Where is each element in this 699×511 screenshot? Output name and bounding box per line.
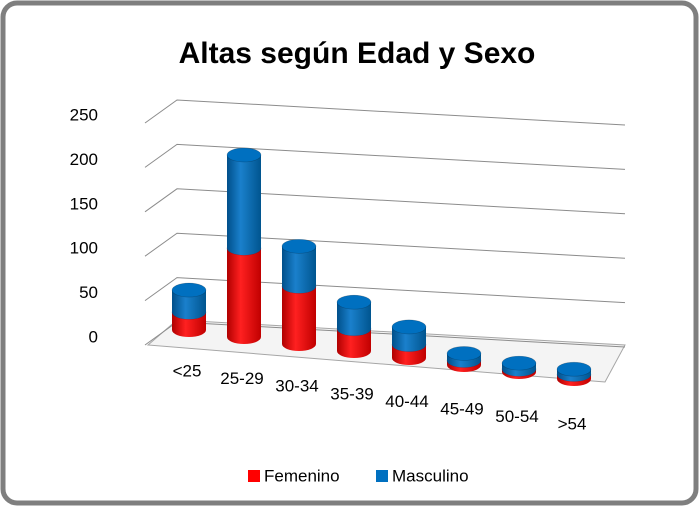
grid-line: [144, 232, 626, 259]
bar-segment: [337, 328, 371, 358]
bars: [171, 147, 592, 386]
grid-line: [144, 277, 626, 304]
x-tick-label: 30-34: [275, 377, 318, 396]
legend-label: Femenino: [264, 466, 340, 485]
bar-top: [556, 361, 592, 377]
y-tick-label: 200: [70, 150, 98, 169]
x-tick-label: 40-44: [385, 392, 428, 411]
bar-top: [226, 147, 262, 163]
x-tick-label: 50-54: [495, 407, 538, 426]
bar-segment: [337, 302, 371, 336]
bar-segment: [172, 290, 206, 320]
bar-top: [446, 346, 482, 361]
y-tick-label: 250: [70, 105, 98, 124]
legend: Femenino Masculino: [248, 466, 469, 485]
y-tick-label: 50: [79, 283, 98, 302]
bar-segment: [227, 154, 261, 256]
bar-segment: [282, 286, 316, 351]
y-tick-label: 0: [89, 327, 98, 346]
bar-segment: [227, 248, 261, 344]
bar-top: [336, 294, 372, 310]
bar-segment: [172, 312, 206, 337]
legend-swatch: [248, 470, 260, 482]
chart-title: Altas según Edad y Sexo: [179, 37, 536, 70]
bar-top: [391, 319, 427, 335]
y-tick-label: 150: [70, 194, 98, 213]
legend-swatch: [376, 470, 388, 482]
x-tick-label: 45-49: [440, 399, 483, 418]
bar-top: [501, 355, 537, 371]
grid-line: [144, 143, 626, 170]
legend-label: Masculino: [392, 466, 469, 485]
grid-line: [144, 188, 626, 215]
x-tick-label: 35-39: [330, 384, 373, 403]
x-tick-label: >54: [558, 415, 587, 434]
x-tick-label: <25: [173, 361, 202, 380]
bar-segment: [392, 326, 426, 352]
bar-top: [281, 239, 317, 254]
bar-segment: [282, 246, 316, 294]
bar-top: [171, 282, 207, 298]
y-tick-label: 100: [70, 239, 98, 258]
x-tick-label: 25-29: [220, 369, 263, 388]
grid-line: [144, 99, 626, 126]
